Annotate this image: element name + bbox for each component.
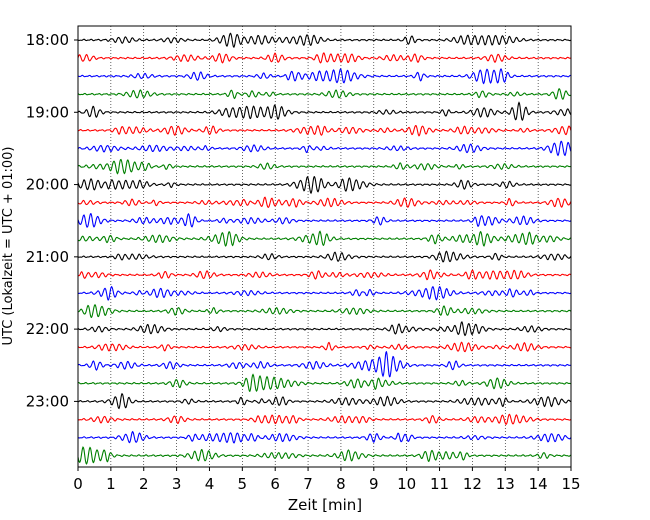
y-axis-ticks: 18:00 19:00 20:00 21:00 22:00 23:00 <box>26 31 78 410</box>
trace-line <box>77 269 572 281</box>
x-tick-label: 12 <box>463 475 482 493</box>
trace-line <box>77 392 572 410</box>
trace-line <box>77 430 572 444</box>
trace-line <box>77 321 572 337</box>
x-tick-label: 11 <box>430 475 449 493</box>
x-axis-ticks: 0 1 2 3 4 5 6 7 8 9 10 11 12 13 14 15 <box>73 467 581 493</box>
x-tick-label: 3 <box>172 475 182 493</box>
x-tick-label: 9 <box>369 475 379 493</box>
y-tick-label: 20:00 <box>26 176 69 194</box>
trace-line <box>77 213 572 228</box>
x-tick-label: 2 <box>139 475 149 493</box>
y-axis-label: UTC (Lokalzeit = UTC + 01:00) <box>1 147 16 346</box>
trace-line <box>77 303 572 319</box>
trace-line <box>77 101 572 121</box>
y-tick-label: 18:00 <box>26 31 69 49</box>
trace-line <box>77 373 572 392</box>
y-tick-label: 22:00 <box>26 320 69 338</box>
trace-line <box>77 175 572 195</box>
x-tick-label: 15 <box>561 475 580 493</box>
trace-line <box>77 32 572 48</box>
trace-line <box>77 350 572 378</box>
trace-line <box>78 125 572 137</box>
trace-line <box>77 88 572 100</box>
trace-line <box>77 341 572 353</box>
x-axis-label: Zeit [min] <box>288 496 362 514</box>
seismogram-traces <box>77 32 572 465</box>
x-tick-label: 8 <box>336 475 346 493</box>
x-tick-label: 13 <box>496 475 515 493</box>
x-tick-label: 4 <box>205 475 215 493</box>
y-tick-label: 23:00 <box>26 392 69 410</box>
plot-frame <box>77 25 572 468</box>
trace-line <box>77 52 572 64</box>
trace-line <box>77 250 572 263</box>
y-tick-label: 19:00 <box>26 103 69 121</box>
y-tick-label: 21:00 <box>26 248 69 266</box>
trace-line <box>77 140 572 157</box>
x-tick-label: 14 <box>529 475 548 493</box>
trace-line <box>77 196 572 208</box>
trace-line <box>77 230 572 247</box>
x-tick-label: 7 <box>303 475 313 493</box>
x-tick-label: 5 <box>238 475 248 493</box>
trace-line <box>77 285 572 301</box>
x-tick-label: 10 <box>397 475 416 493</box>
x-tick-label: 0 <box>73 475 83 493</box>
trace-line <box>77 413 572 425</box>
trace-line <box>77 68 572 85</box>
x-tick-label: 1 <box>106 475 116 493</box>
trace-line <box>77 158 572 175</box>
x-tick-label: 6 <box>270 475 280 493</box>
trace-line <box>77 446 572 465</box>
